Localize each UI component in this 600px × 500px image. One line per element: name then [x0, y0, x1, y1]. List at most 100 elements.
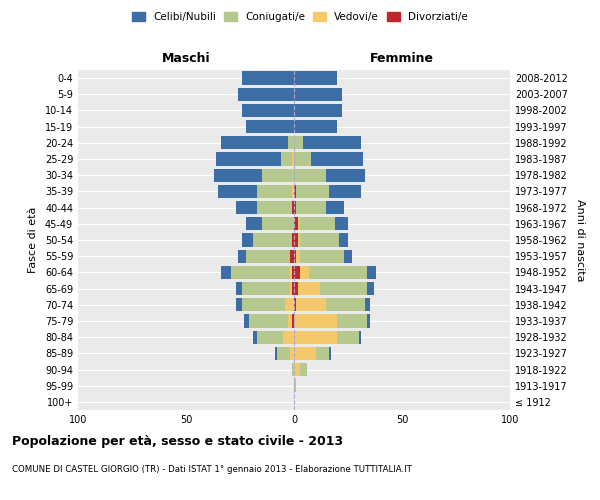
Bar [286, 298, 294, 312]
Bar [287, 314, 292, 328]
Bar [248, 314, 287, 328]
Bar [329, 185, 361, 198]
Bar [242, 282, 290, 295]
Bar [292, 152, 294, 166]
Bar [301, 266, 309, 279]
Bar [294, 330, 337, 344]
Bar [287, 136, 294, 149]
Bar [275, 346, 277, 360]
Bar [262, 168, 294, 182]
Bar [294, 201, 296, 214]
Bar [292, 201, 294, 214]
Bar [247, 250, 290, 263]
Bar [294, 136, 302, 149]
Bar [294, 266, 301, 279]
Bar [257, 185, 292, 198]
Bar [298, 217, 301, 230]
Bar [238, 88, 294, 101]
Bar [294, 217, 298, 230]
Bar [253, 330, 257, 344]
Bar [214, 168, 262, 182]
Bar [326, 201, 344, 214]
Legend: Celibi/Nubili, Coniugati/e, Vedovi/e, Divorziati/e: Celibi/Nubili, Coniugati/e, Vedovi/e, Di… [128, 8, 472, 26]
Bar [257, 330, 283, 344]
Bar [337, 330, 359, 344]
Bar [294, 88, 341, 101]
Bar [367, 314, 370, 328]
Bar [294, 168, 326, 182]
Bar [302, 136, 361, 149]
Bar [292, 185, 294, 198]
Bar [337, 314, 367, 328]
Text: Popolazione per età, sesso e stato civile - 2013: Popolazione per età, sesso e stato civil… [12, 435, 343, 448]
Bar [242, 298, 286, 312]
Bar [294, 346, 316, 360]
Bar [216, 152, 281, 166]
Bar [242, 234, 253, 246]
Bar [253, 234, 292, 246]
Bar [283, 330, 294, 344]
Text: Maschi: Maschi [161, 52, 211, 65]
Bar [335, 217, 348, 230]
Bar [294, 298, 296, 312]
Bar [309, 266, 367, 279]
Bar [290, 266, 292, 279]
Bar [367, 282, 374, 295]
Bar [294, 363, 301, 376]
Bar [294, 120, 337, 134]
Bar [290, 346, 294, 360]
Bar [236, 201, 257, 214]
Bar [359, 330, 361, 344]
Bar [326, 168, 365, 182]
Bar [301, 217, 335, 230]
Bar [301, 250, 344, 263]
Bar [326, 298, 365, 312]
Bar [367, 266, 376, 279]
Bar [294, 234, 298, 246]
Bar [292, 234, 294, 246]
Bar [296, 201, 326, 214]
Bar [277, 346, 290, 360]
Bar [329, 346, 331, 360]
Bar [292, 282, 294, 295]
Bar [311, 152, 363, 166]
Bar [365, 298, 370, 312]
Bar [221, 136, 287, 149]
Bar [294, 379, 296, 392]
Bar [292, 266, 294, 279]
Bar [236, 282, 242, 295]
Bar [247, 217, 262, 230]
Bar [301, 363, 307, 376]
Bar [301, 234, 340, 246]
Bar [294, 72, 337, 85]
Bar [247, 120, 294, 134]
Bar [298, 282, 320, 295]
Bar [316, 346, 329, 360]
Bar [292, 363, 294, 376]
Bar [281, 152, 292, 166]
Y-axis label: Fasce di età: Fasce di età [28, 207, 38, 273]
Bar [294, 250, 296, 263]
Bar [292, 314, 294, 328]
Y-axis label: Anni di nascita: Anni di nascita [575, 198, 584, 281]
Bar [242, 104, 294, 117]
Bar [290, 282, 292, 295]
Bar [232, 266, 290, 279]
Bar [294, 104, 341, 117]
Bar [296, 250, 301, 263]
Bar [320, 282, 367, 295]
Bar [218, 185, 257, 198]
Bar [294, 314, 337, 328]
Bar [296, 298, 326, 312]
Text: COMUNE DI CASTEL GIORGIO (TR) - Dati ISTAT 1° gennaio 2013 - Elaborazione TUTTIT: COMUNE DI CASTEL GIORGIO (TR) - Dati IST… [12, 465, 412, 474]
Bar [244, 314, 248, 328]
Bar [294, 185, 296, 198]
Bar [344, 250, 352, 263]
Bar [298, 234, 301, 246]
Text: Femmine: Femmine [370, 52, 434, 65]
Bar [242, 72, 294, 85]
Bar [238, 250, 247, 263]
Bar [257, 201, 292, 214]
Bar [236, 298, 242, 312]
Bar [262, 217, 294, 230]
